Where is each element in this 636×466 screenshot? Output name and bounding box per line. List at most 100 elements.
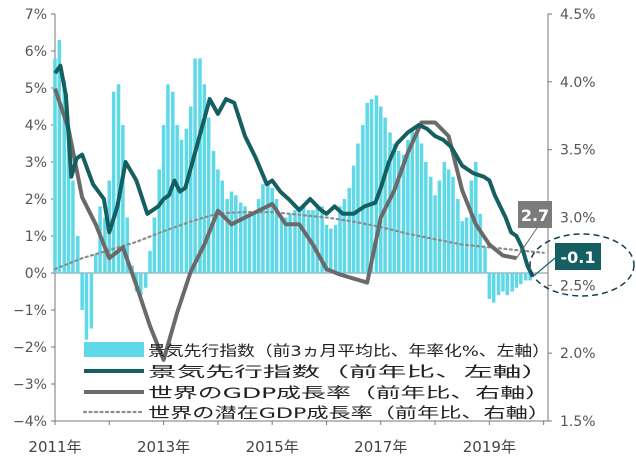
bar bbox=[62, 80, 66, 273]
bar bbox=[342, 199, 347, 273]
left-tick-label: 4% bbox=[25, 118, 47, 134]
bar bbox=[76, 236, 80, 273]
bar bbox=[446, 169, 451, 273]
bar bbox=[229, 191, 234, 273]
bar bbox=[270, 187, 274, 273]
bar bbox=[519, 273, 523, 285]
bar bbox=[510, 273, 514, 292]
bar bbox=[293, 210, 297, 273]
bar bbox=[361, 125, 365, 273]
bar bbox=[175, 125, 179, 273]
left-tick-label: 3% bbox=[25, 155, 47, 171]
bar bbox=[442, 162, 447, 273]
bar bbox=[451, 176, 455, 273]
right-tick-label: 3.0% bbox=[560, 211, 596, 227]
bar bbox=[80, 273, 84, 310]
bar bbox=[225, 199, 229, 273]
bar bbox=[523, 273, 528, 281]
left-tick-label: 1% bbox=[25, 229, 47, 245]
bar bbox=[315, 206, 320, 273]
bar bbox=[428, 176, 433, 273]
leading-index-line bbox=[53, 63, 535, 278]
bar bbox=[53, 58, 57, 274]
bar bbox=[193, 58, 197, 274]
bar bbox=[383, 117, 387, 273]
bar bbox=[324, 224, 329, 273]
bar bbox=[410, 128, 415, 273]
bar bbox=[198, 58, 202, 274]
bar bbox=[460, 221, 464, 273]
bar bbox=[474, 162, 478, 273]
right-tick-label: 2.5% bbox=[560, 278, 596, 294]
bar bbox=[338, 206, 342, 273]
bar bbox=[216, 169, 220, 273]
bar bbox=[143, 273, 148, 288]
legend-label: 景気先行指数（前年比、左軸） bbox=[148, 364, 550, 381]
bar bbox=[351, 165, 356, 273]
bar bbox=[261, 184, 265, 273]
bar bbox=[288, 213, 292, 273]
bar bbox=[111, 91, 116, 273]
bar bbox=[478, 213, 482, 273]
callout-leader bbox=[532, 257, 556, 278]
bar bbox=[483, 247, 487, 273]
callout-label-gdp: 2.7 bbox=[521, 206, 549, 225]
right-tick-label: 4.5% bbox=[560, 7, 596, 23]
left-tick-label: −2% bbox=[13, 340, 47, 356]
bar bbox=[496, 273, 501, 296]
bar bbox=[247, 213, 252, 273]
bar bbox=[374, 95, 379, 274]
bar bbox=[139, 273, 143, 296]
bar bbox=[148, 250, 152, 273]
bar bbox=[514, 273, 519, 288]
bar bbox=[424, 162, 428, 273]
bar bbox=[89, 273, 94, 329]
left-tick-label: 5% bbox=[25, 81, 47, 97]
bar bbox=[71, 180, 75, 273]
bar bbox=[415, 128, 419, 273]
bar bbox=[179, 139, 184, 273]
bar bbox=[66, 125, 71, 273]
left-tick-label: 2% bbox=[25, 192, 47, 208]
bar bbox=[297, 206, 302, 273]
callout-label-leading: -0.1 bbox=[561, 248, 596, 267]
bar bbox=[93, 254, 98, 273]
left-tick-label: 7% bbox=[25, 7, 47, 23]
bar bbox=[505, 273, 510, 296]
x-tick-label: 2013年 bbox=[137, 438, 190, 456]
x-tick-label: 2011年 bbox=[28, 438, 81, 456]
bar bbox=[392, 143, 397, 273]
bar bbox=[252, 213, 257, 273]
bar bbox=[152, 217, 157, 273]
potential-gdp-line bbox=[53, 211, 545, 271]
bar bbox=[274, 199, 279, 273]
bar bbox=[211, 150, 216, 273]
callout-box-leading bbox=[555, 243, 601, 270]
bar bbox=[220, 180, 224, 273]
x-tick-label: 2017年 bbox=[354, 438, 407, 456]
bar bbox=[329, 228, 333, 273]
bar bbox=[433, 195, 437, 273]
highlight-ellipse bbox=[529, 233, 635, 297]
bar bbox=[419, 143, 424, 273]
bar bbox=[256, 199, 261, 273]
bar bbox=[406, 139, 410, 273]
bar bbox=[283, 217, 288, 273]
bar bbox=[347, 187, 352, 273]
bar bbox=[243, 206, 247, 273]
right-tick-label: 1.5% bbox=[560, 414, 596, 430]
bar bbox=[121, 125, 125, 273]
bar bbox=[301, 206, 306, 273]
bar bbox=[234, 195, 238, 273]
bar bbox=[437, 180, 442, 273]
bar bbox=[84, 273, 89, 340]
bar bbox=[369, 99, 374, 273]
left-tick-label: 0% bbox=[25, 266, 47, 282]
x-tick-label: 2015年 bbox=[246, 438, 299, 456]
legend-label: 世界の潜在GDP成長率（前年比、右軸） bbox=[148, 405, 550, 422]
legend-label: 世界のGDP成長率（前年比、右軸） bbox=[148, 385, 550, 402]
bar bbox=[166, 84, 170, 273]
bar bbox=[57, 39, 62, 274]
bar bbox=[188, 106, 193, 273]
left-tick-label: −3% bbox=[13, 377, 47, 393]
